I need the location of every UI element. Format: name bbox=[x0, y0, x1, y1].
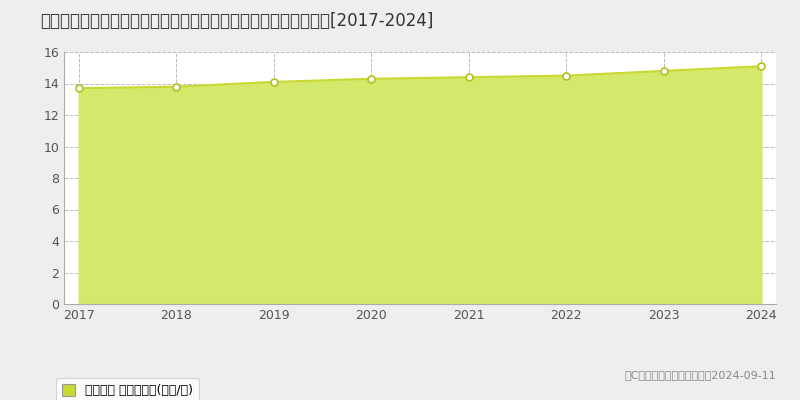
Text: （C）土地価格ドットコム　2024-09-11: （C）土地価格ドットコム 2024-09-11 bbox=[624, 370, 776, 380]
Legend: 地価公示 平均坊単価(万円/坊): 地価公示 平均坊単価(万円/坊) bbox=[56, 378, 199, 400]
Text: 新潟県新潟市北区かぶとやま１丁目７番８　地価公示　地価推移[2017-2024]: 新潟県新潟市北区かぶとやま１丁目７番８ 地価公示 地価推移[2017-2024] bbox=[40, 12, 434, 30]
